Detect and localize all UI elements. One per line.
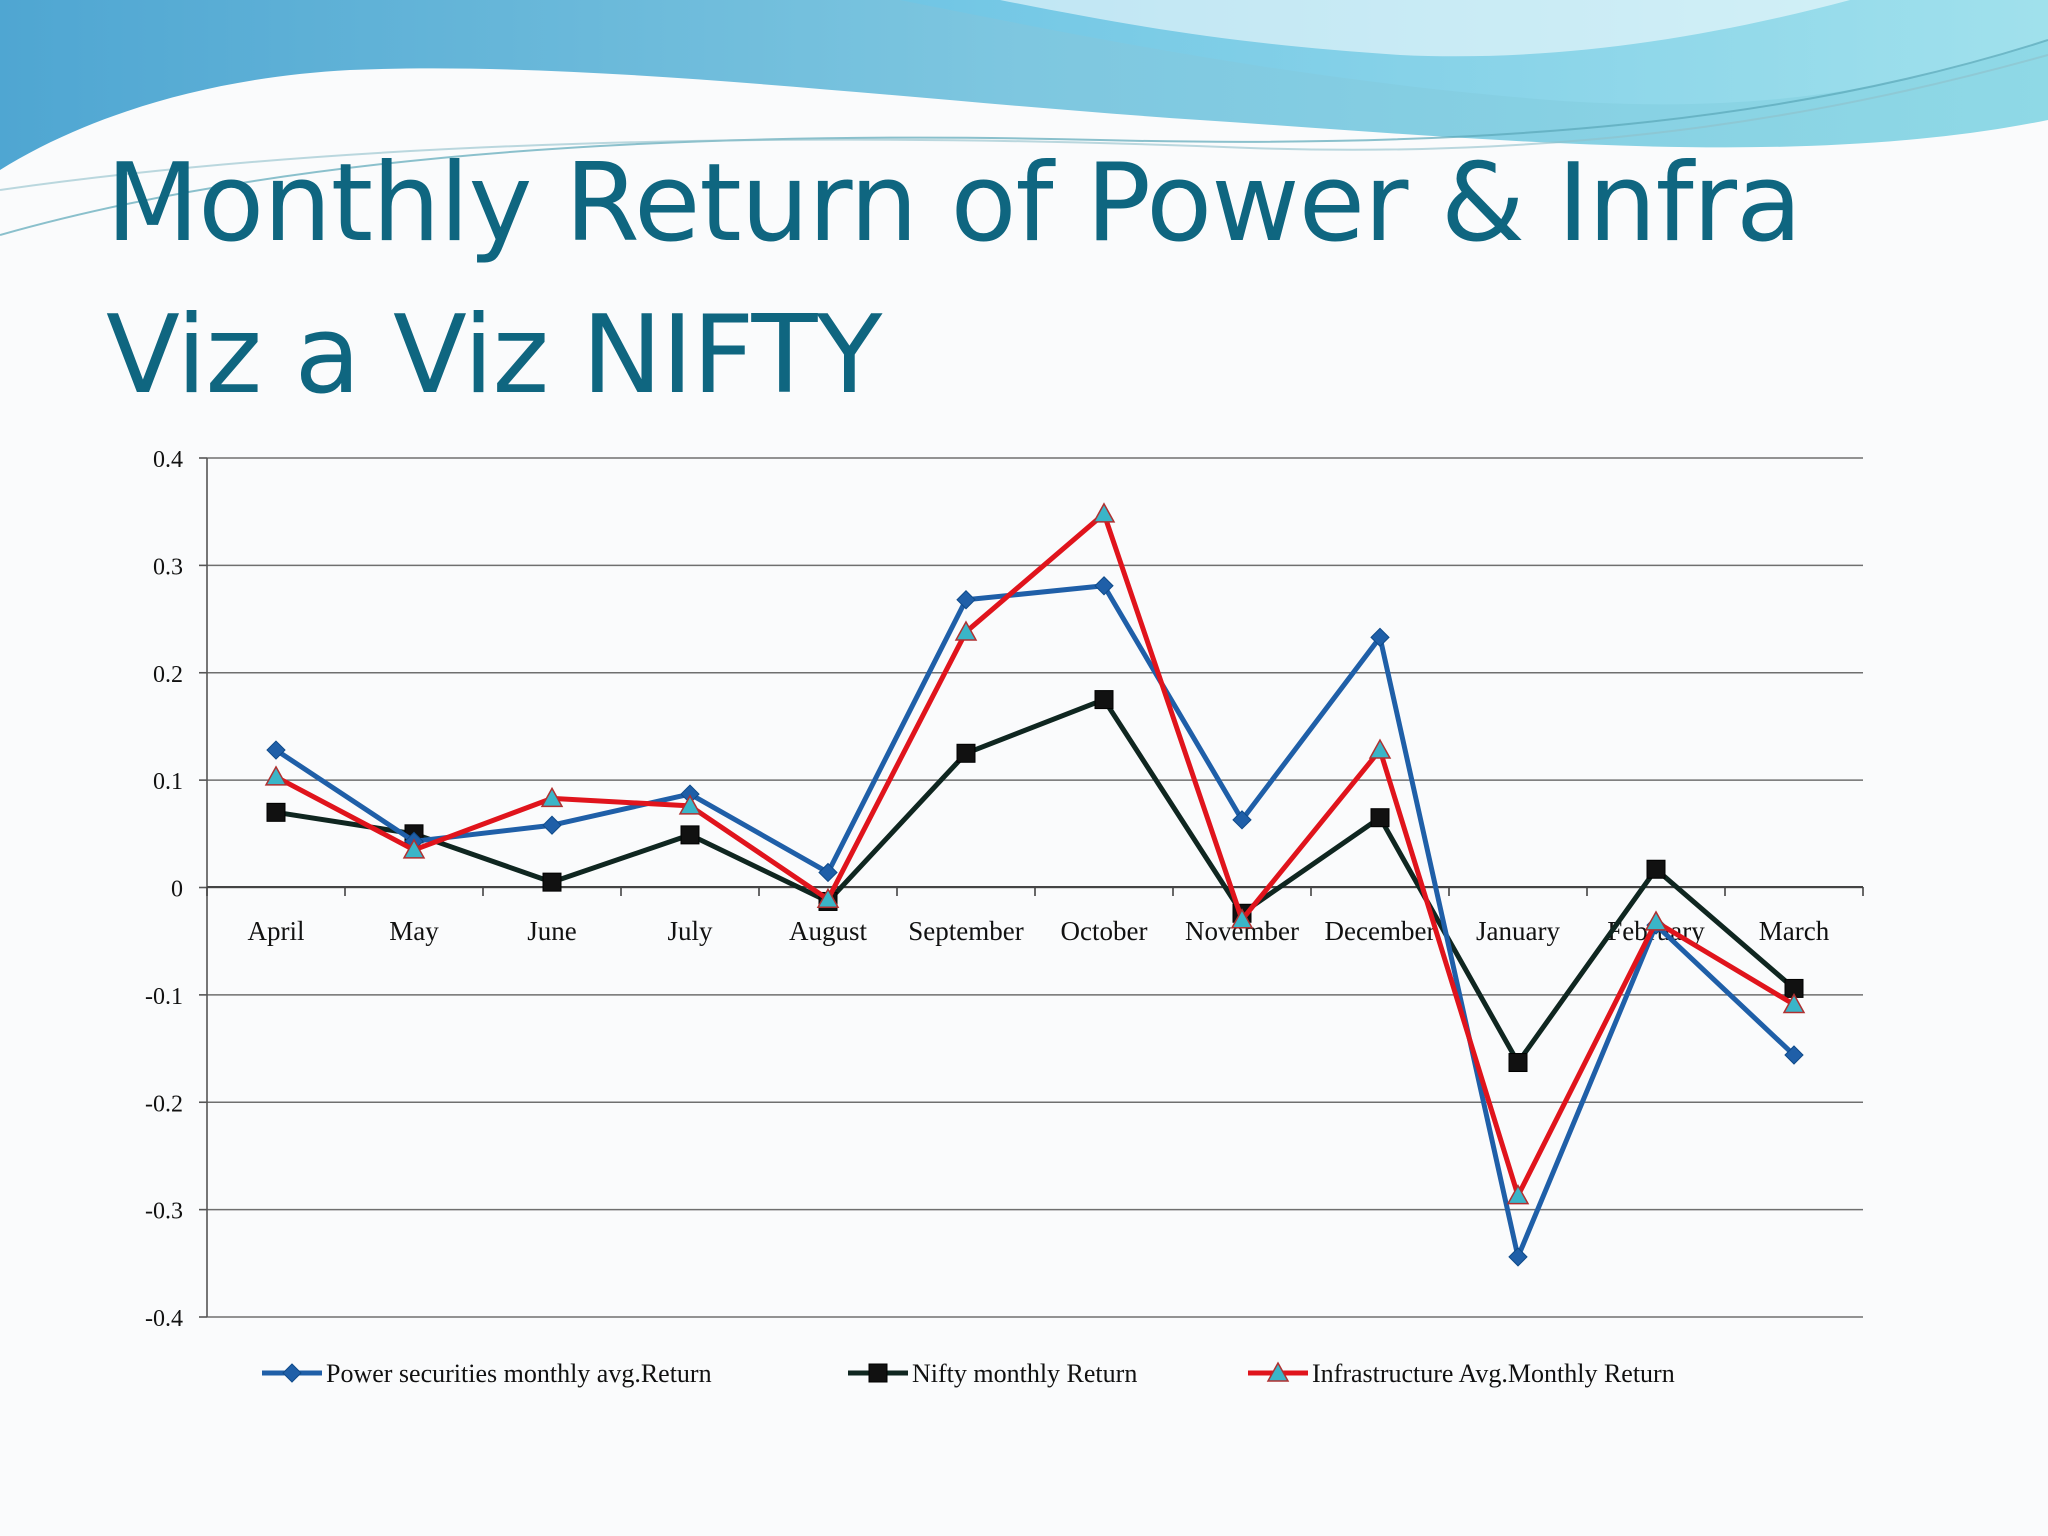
series-group bbox=[266, 576, 1804, 1267]
marker-triangle bbox=[954, 620, 978, 641]
category-label: December bbox=[1325, 916, 1436, 946]
marker-diamond bbox=[1784, 1045, 1804, 1065]
marker-diamond bbox=[1508, 1247, 1528, 1267]
y-tick-label: 0.3 bbox=[153, 554, 183, 580]
legend-label: Infrastructure Avg.Monthly Return bbox=[1312, 1359, 1675, 1388]
marker-triangle bbox=[1230, 908, 1254, 929]
series-line bbox=[273, 583, 1797, 1260]
series-lines bbox=[264, 502, 1806, 1267]
legend-entry: Infrastructure Avg.Monthly Return bbox=[1248, 1359, 1675, 1388]
marker-square bbox=[868, 1363, 888, 1383]
marker-triangle bbox=[1506, 1184, 1530, 1205]
wave-banner-decoration bbox=[0, 0, 2048, 236]
y-tick-label: 0 bbox=[171, 877, 183, 903]
category-label: September bbox=[908, 916, 1023, 946]
category-label: June bbox=[527, 916, 577, 946]
marker-diamond bbox=[282, 1363, 302, 1383]
series-group bbox=[264, 502, 1806, 1205]
axes: 0.4 0.3 0.2 0.1 0 -0.1 -0.2 -0.3 -0.4 April May Jun… bbox=[145, 447, 1864, 1332]
marker-triangle bbox=[1266, 1361, 1290, 1382]
category-label: July bbox=[667, 916, 713, 946]
series-group bbox=[266, 690, 1804, 1073]
marker-square bbox=[1370, 808, 1390, 828]
marker-square bbox=[956, 743, 976, 763]
title-line-1: Monthly Return of Power & Infra bbox=[106, 141, 1802, 266]
category-label: March bbox=[1759, 916, 1830, 946]
legend: Power securities monthly avg.Return Nifty… bbox=[262, 1359, 1675, 1388]
marker-triangle bbox=[1368, 738, 1392, 759]
legend-entry: Nifty monthly Return bbox=[848, 1359, 1137, 1388]
marker-square bbox=[1508, 1053, 1528, 1073]
category-label: August bbox=[789, 916, 868, 946]
category-label: January bbox=[1476, 916, 1560, 946]
marker-diamond bbox=[1370, 627, 1390, 648]
marker-diamond bbox=[1094, 576, 1114, 596]
marker-square bbox=[266, 802, 286, 822]
marker-triangle bbox=[540, 786, 564, 808]
slide-title: Monthly Return of Power & Infra Viz a Vi… bbox=[106, 128, 1986, 432]
y-tick-label: -0.4 bbox=[145, 1306, 183, 1332]
marker-triangle bbox=[1644, 910, 1668, 931]
legend-label: Nifty monthly Return bbox=[912, 1359, 1137, 1388]
title-line-2: Viz a Viz NIFTY bbox=[106, 293, 882, 418]
marker-triangle bbox=[816, 887, 840, 909]
category-label: October bbox=[1061, 916, 1148, 946]
legend-label: Power securities monthly avg.Return bbox=[326, 1359, 712, 1388]
marker-diamond bbox=[1232, 810, 1252, 830]
y-tick-label: -0.3 bbox=[145, 1199, 183, 1225]
y-tick-label: 0.4 bbox=[153, 447, 183, 473]
marker-diamond bbox=[956, 590, 976, 610]
marker-square bbox=[1094, 690, 1114, 710]
y-tick-label: -0.1 bbox=[145, 984, 183, 1010]
y-tick-label: 0.2 bbox=[153, 662, 183, 688]
marker-square bbox=[680, 825, 700, 845]
marker-square bbox=[1646, 859, 1666, 879]
category-label: May bbox=[389, 916, 439, 946]
marker-diamond bbox=[818, 862, 838, 883]
marker-triangle bbox=[678, 794, 702, 815]
y-tick-label: 0.1 bbox=[153, 769, 183, 795]
series-line bbox=[273, 697, 1797, 1066]
marker-diamond bbox=[266, 740, 286, 760]
marker-triangle bbox=[1092, 502, 1116, 523]
marker-square bbox=[542, 872, 562, 892]
legend-entry: Power securities monthly avg.Return bbox=[262, 1359, 712, 1388]
marker-triangle bbox=[1782, 992, 1806, 1014]
y-tick-label: -0.2 bbox=[145, 1091, 183, 1117]
category-label: April bbox=[248, 916, 305, 946]
marker-triangle bbox=[264, 765, 288, 786]
marker-diamond bbox=[542, 815, 562, 835]
marker-triangle bbox=[402, 838, 426, 859]
series-line bbox=[273, 511, 1797, 1199]
